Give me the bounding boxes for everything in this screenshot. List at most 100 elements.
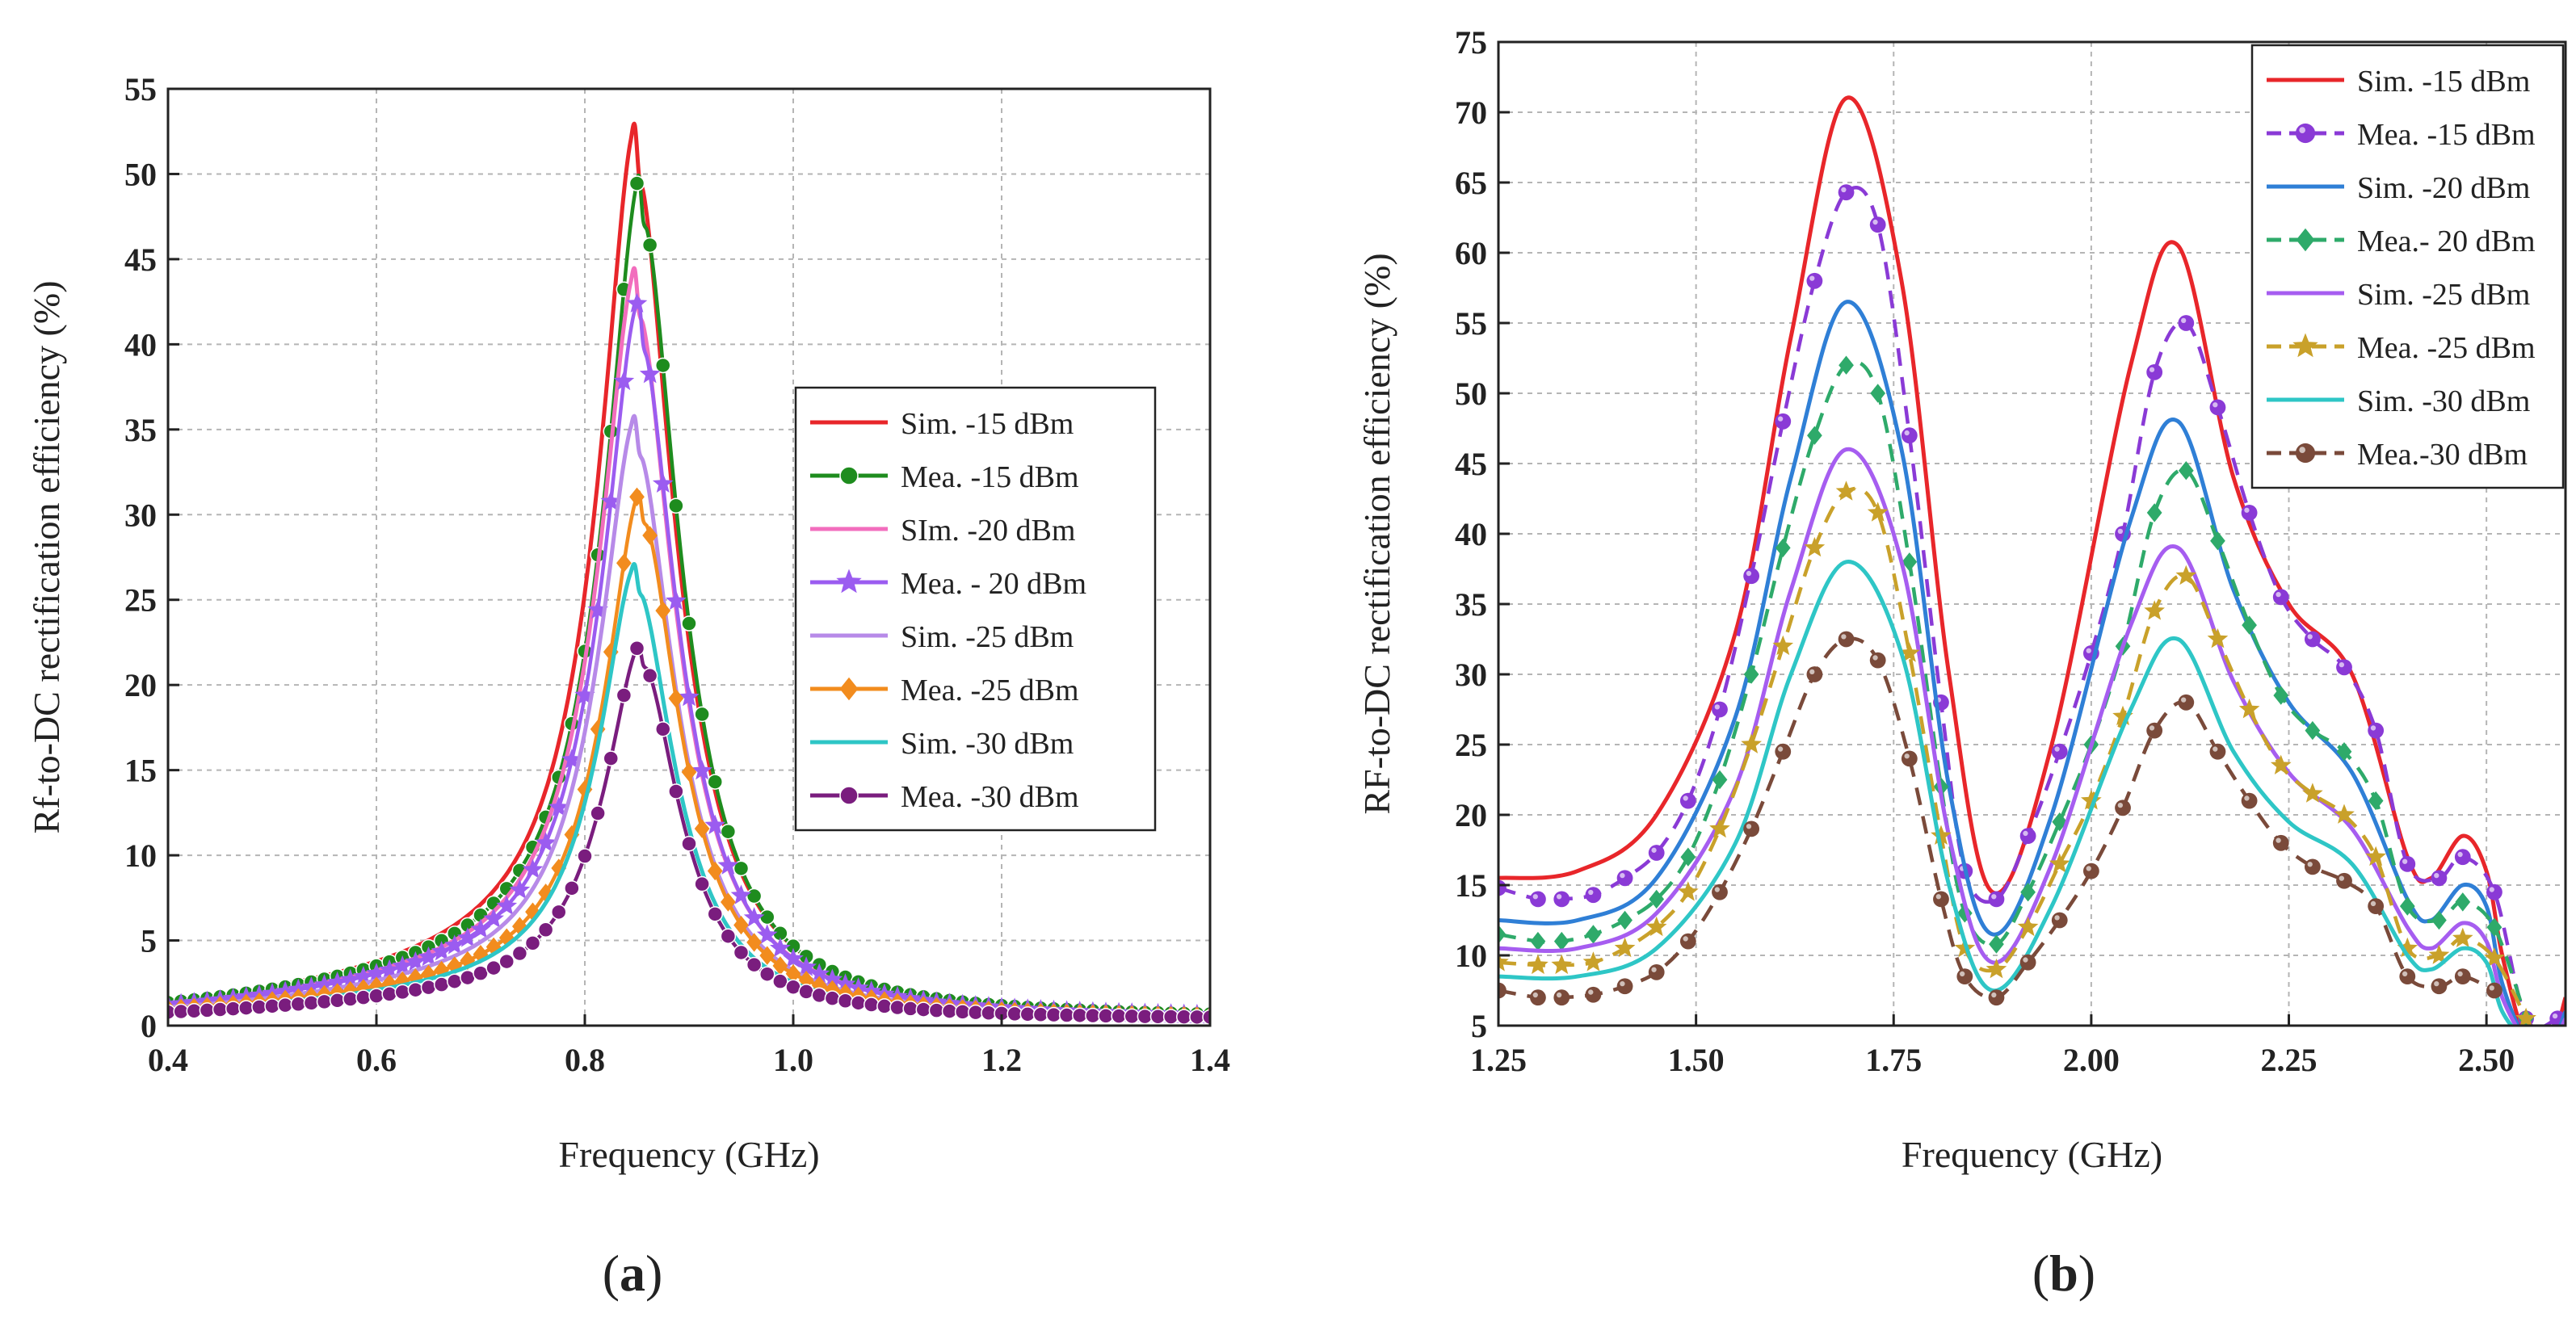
data-point [498, 953, 515, 970]
data-point [2051, 912, 2068, 929]
x-tick-label: 1.0 [773, 1042, 813, 1078]
y-axis-label: Rf-to-DC rectification efficiency (%) [26, 280, 67, 833]
data-point-highlight [1532, 894, 1538, 900]
data-point [1085, 1007, 1101, 1024]
data-point [1019, 1006, 1036, 1022]
legend-item: Sim. -30 dBm [2267, 384, 2530, 418]
y-tick-label: 10 [124, 837, 157, 874]
data-point [811, 987, 827, 1004]
data-point [1585, 887, 1602, 904]
data-point-highlight [2402, 971, 2408, 977]
data-point [2452, 927, 2473, 947]
data-point [2019, 954, 2036, 971]
data-point [2210, 531, 2225, 551]
data-point [551, 904, 567, 921]
legend-box [2250, 44, 2565, 489]
data-point [381, 986, 397, 1002]
series-sim-30-dbm [1498, 560, 2565, 1026]
x-tick-label: 0.6 [356, 1042, 397, 1078]
series-line [1498, 486, 2528, 1020]
data-point [641, 237, 658, 254]
y-tick-label: 70 [1455, 94, 1487, 131]
data-point [485, 959, 502, 976]
data-point [2486, 982, 2502, 999]
y-tick-label: 60 [1455, 235, 1487, 271]
data-point-highlight [1588, 989, 1594, 995]
data-point [603, 750, 619, 766]
data-point [1530, 931, 1546, 951]
data-point-highlight [2489, 887, 2494, 892]
data-point [212, 1001, 229, 1018]
data-point [681, 836, 697, 852]
data-point [443, 934, 465, 955]
data-point-highlight [1556, 992, 1562, 998]
data-point [2399, 896, 2415, 916]
data-point [1137, 1008, 1154, 1025]
data-point [1498, 982, 1507, 999]
data-point [616, 687, 632, 703]
data-point-highlight [1777, 416, 1784, 422]
data-point [1835, 481, 1857, 501]
data-point [1032, 1006, 1049, 1023]
y-tick-label: 45 [1455, 446, 1487, 482]
data-point-highlight [2552, 1014, 2558, 1019]
legend-item: Mea. -30 dBm [810, 780, 1079, 814]
data-point [392, 955, 414, 976]
data-point [2334, 804, 2355, 824]
x-tick-label: 1.25 [1470, 1042, 1527, 1078]
data-point [600, 490, 622, 510]
legend-label: Sim. -30 dBm [901, 727, 1074, 761]
data-point-highlight [1714, 704, 1720, 710]
data-point [457, 927, 478, 947]
data-point-highlight [2181, 317, 2187, 323]
data-point [496, 895, 518, 916]
data-point [2019, 828, 2036, 844]
data-point [954, 1004, 971, 1020]
data-point [1709, 817, 1730, 838]
data-point [1530, 891, 1546, 908]
data-point [733, 944, 750, 961]
data-point [2397, 937, 2418, 958]
data-point-highlight [1872, 219, 1878, 225]
data-point [655, 357, 671, 374]
data-point [587, 598, 608, 619]
data-point [1553, 989, 1570, 1006]
data-point [704, 814, 726, 834]
legend-item: Mea. -25 dBm [2267, 331, 2536, 365]
data-point [2242, 615, 2257, 635]
data-point [759, 946, 775, 965]
y-tick-label: 20 [124, 667, 157, 703]
data-point-highlight [1651, 967, 1657, 972]
data-point [1551, 954, 1573, 975]
data-point-highlight [1841, 187, 1847, 193]
plot-frame [166, 87, 1212, 1027]
data-point [2052, 812, 2068, 832]
data-point [2144, 600, 2165, 620]
data-point [2431, 978, 2448, 995]
data-point [2175, 564, 2197, 585]
data-point [720, 928, 737, 944]
data-point [1149, 1009, 1166, 1025]
series-lines [1498, 95, 2565, 1026]
data-point [1162, 1009, 1179, 1025]
data-point [447, 973, 463, 989]
series-mea-25-dbm [1498, 481, 2536, 1026]
data-point [512, 917, 527, 936]
data-point [1870, 384, 1886, 403]
data-point [1933, 891, 1949, 908]
data-point [837, 993, 854, 1009]
data-point [730, 884, 752, 904]
data-point [743, 907, 765, 927]
data-point [433, 976, 450, 993]
data-point [355, 989, 372, 1005]
data-point [2178, 694, 2195, 711]
data-point [300, 976, 322, 997]
data-point [655, 721, 671, 737]
panel-label-letter: b [2049, 1244, 2078, 1302]
data-point [405, 951, 427, 972]
data-point-highlight [1777, 746, 1784, 752]
data-point [2017, 916, 2039, 937]
data-point [1838, 355, 1854, 375]
data-point [538, 883, 553, 903]
x-tick-label: 1.75 [1865, 1042, 1922, 1078]
